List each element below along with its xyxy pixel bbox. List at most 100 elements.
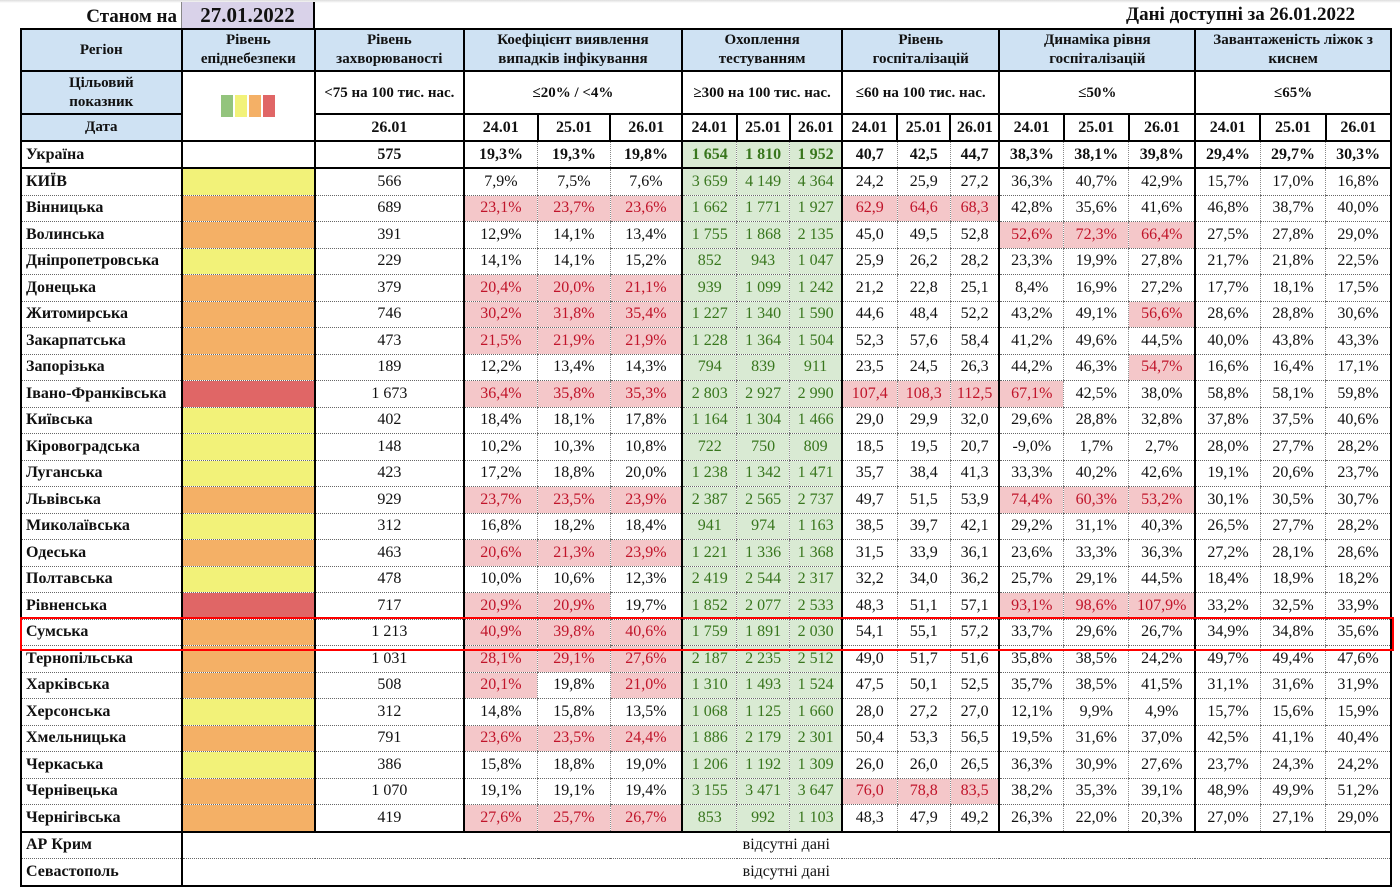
data-available-date: Дані доступні за 26.01.2022: [1126, 4, 1355, 25]
test-cell: 1 759: [681, 619, 737, 646]
epi-level-cell: [180, 327, 316, 355]
coef-cell: 18,1%: [537, 407, 611, 434]
dyn-cell: 35,3%: [1063, 778, 1129, 805]
as-of-label: Станом на: [86, 6, 177, 27]
table-row: Львівська 929 23,7% 23,5% 23,9% 2 387 2 565 2 7…: [20, 486, 1393, 514]
hosp-cell: 56,5: [949, 725, 1000, 752]
test-cell: 2 419: [681, 566, 737, 593]
hosp-cell: 34,0: [896, 566, 951, 593]
no-data-row: Севастополь відсутні дані: [20, 858, 1393, 887]
test-cell: 1 466: [789, 407, 842, 434]
dyn-cell: 38,5%: [1063, 645, 1129, 673]
region-name: Сумська: [20, 619, 182, 646]
dyn-cell: 4,9%: [1128, 698, 1196, 726]
beds-cell: 18,1%: [1259, 274, 1326, 302]
hosp-cell: 38,5: [840, 513, 898, 540]
coef-cell: 17,2%: [462, 460, 538, 487]
beds-cell: 15,7%: [1194, 698, 1261, 726]
beds-cell: 29,4%: [1194, 141, 1261, 169]
region-name: Харківська: [20, 672, 182, 699]
region-name: Севастополь: [20, 858, 182, 887]
hosp-cell: 40,7: [840, 141, 898, 169]
dyn-cell: 54,7%: [1128, 354, 1196, 381]
beds-cell: 30,7%: [1325, 486, 1393, 514]
beds-cell: 17,0%: [1259, 168, 1326, 196]
dyn-cell: 38,5%: [1063, 672, 1129, 699]
test-cell: 911: [789, 354, 842, 381]
hosp-cell: 52,5: [949, 672, 1000, 699]
dyn-cell: 49,1%: [1063, 301, 1129, 328]
hosp-cell: 57,6: [896, 327, 951, 355]
test-cell: 1 654: [681, 141, 737, 169]
target-label: Цільовий показник: [20, 70, 183, 115]
coef-cell: 36,4%: [462, 380, 538, 408]
hosp-cell: 58,4: [949, 327, 1000, 355]
beds-cell: 29,0%: [1325, 804, 1393, 833]
hosp-cell: 24,5: [896, 354, 951, 381]
dyn-cell: 53,2%: [1128, 486, 1196, 514]
table-row: Донецька 379 20,4% 20,0% 21,1% 939 1 099 1 242 2…: [20, 274, 1393, 302]
beds-cell: 18,9%: [1259, 566, 1326, 593]
hosp-cell: 26,0: [896, 751, 951, 779]
hosp-cell: 32,0: [949, 407, 1000, 434]
coef-cell: 23,7%: [462, 486, 538, 514]
region-name: Херсонська: [20, 698, 182, 726]
date-incidence: 26.01: [314, 113, 465, 142]
test-cell: 853: [681, 804, 737, 833]
test-cell: 2 803: [681, 380, 737, 408]
test-cell: 2 135: [789, 221, 842, 249]
hosp-cell: 76,0: [840, 778, 898, 805]
hosp-cell: 108,3: [896, 380, 951, 408]
beds-cell: 31,6%: [1259, 672, 1326, 699]
hosp-cell: 25,9: [896, 168, 951, 196]
date-test-0: 24.01: [681, 113, 738, 142]
coef-cell: 23,5%: [537, 725, 611, 752]
epi-level-cell: [180, 248, 316, 275]
covid-regions-table: Регіон Рівень епіднебезпеки Рівень захво…: [20, 28, 1393, 887]
table-row: Івано-Франківська 1 673 36,4% 35,8% 35,3% 2 8…: [20, 380, 1393, 408]
beds-cell: 28,8%: [1259, 301, 1326, 328]
legend-swatch-orange: [249, 95, 262, 117]
date-hosp-1: 25.01: [896, 113, 952, 142]
test-cell: 2 512: [789, 645, 842, 673]
col-epi-level: Рівень епіднебезпеки: [180, 28, 317, 72]
region-name: Чернівецька: [20, 778, 182, 805]
beds-cell: 31,1%: [1194, 672, 1261, 699]
col-oxygen-beds: Завантаженість ліжок з киснем: [1194, 28, 1392, 72]
hosp-cell: 42,5: [896, 141, 951, 169]
coef-cell: 18,8%: [537, 751, 611, 779]
coef-cell: 20,9%: [537, 592, 611, 620]
incidence-cell: 386: [314, 751, 464, 779]
test-cell: 1 228: [681, 327, 737, 355]
test-cell: 1 103: [789, 804, 842, 833]
hosp-cell: 49,0: [840, 645, 898, 673]
test-cell: 809: [789, 433, 842, 461]
hosp-cell: 50,4: [840, 725, 898, 752]
dyn-cell: 29,2%: [998, 513, 1064, 540]
test-cell: 3 155: [681, 778, 737, 805]
table-row: Закарпатська 473 21,5% 21,9% 21,9% 1 228 1 364…: [20, 327, 1393, 355]
incidence-cell: 791: [314, 725, 464, 752]
date-beds-1: 25.01: [1259, 113, 1327, 142]
incidence-cell: 689: [314, 195, 464, 222]
dyn-cell: 2,7%: [1128, 433, 1196, 461]
table-row: Дніпропетровська 229 14,1% 14,1% 15,2% 852 943…: [20, 248, 1393, 275]
region-name: Полтавська: [20, 566, 182, 593]
row-ukraine: Україна 575 19,3% 19,3% 19,8% 1 654 1 810 1 952…: [20, 141, 1393, 169]
region-name: Кіровоградська: [20, 433, 182, 461]
legend-swatch-yellow: [235, 95, 248, 117]
dyn-cell: 35,6%: [1063, 195, 1129, 222]
hosp-cell: 64,6: [896, 195, 951, 222]
beds-cell: 59,8%: [1325, 380, 1393, 408]
test-cell: 1 471: [789, 460, 842, 487]
test-cell: 1 163: [789, 513, 842, 540]
date-dyn-0: 24.01: [998, 113, 1065, 142]
epi-level-cell: [180, 778, 316, 805]
dyn-cell: 36,3%: [1128, 539, 1196, 567]
incidence-cell: 312: [314, 698, 464, 726]
coef-cell: 19,4%: [609, 778, 683, 805]
dyn-cell: -9,0%: [998, 433, 1064, 461]
test-cell: 2 533: [789, 592, 842, 620]
test-cell: 992: [736, 804, 790, 833]
test-cell: 939: [681, 274, 737, 302]
